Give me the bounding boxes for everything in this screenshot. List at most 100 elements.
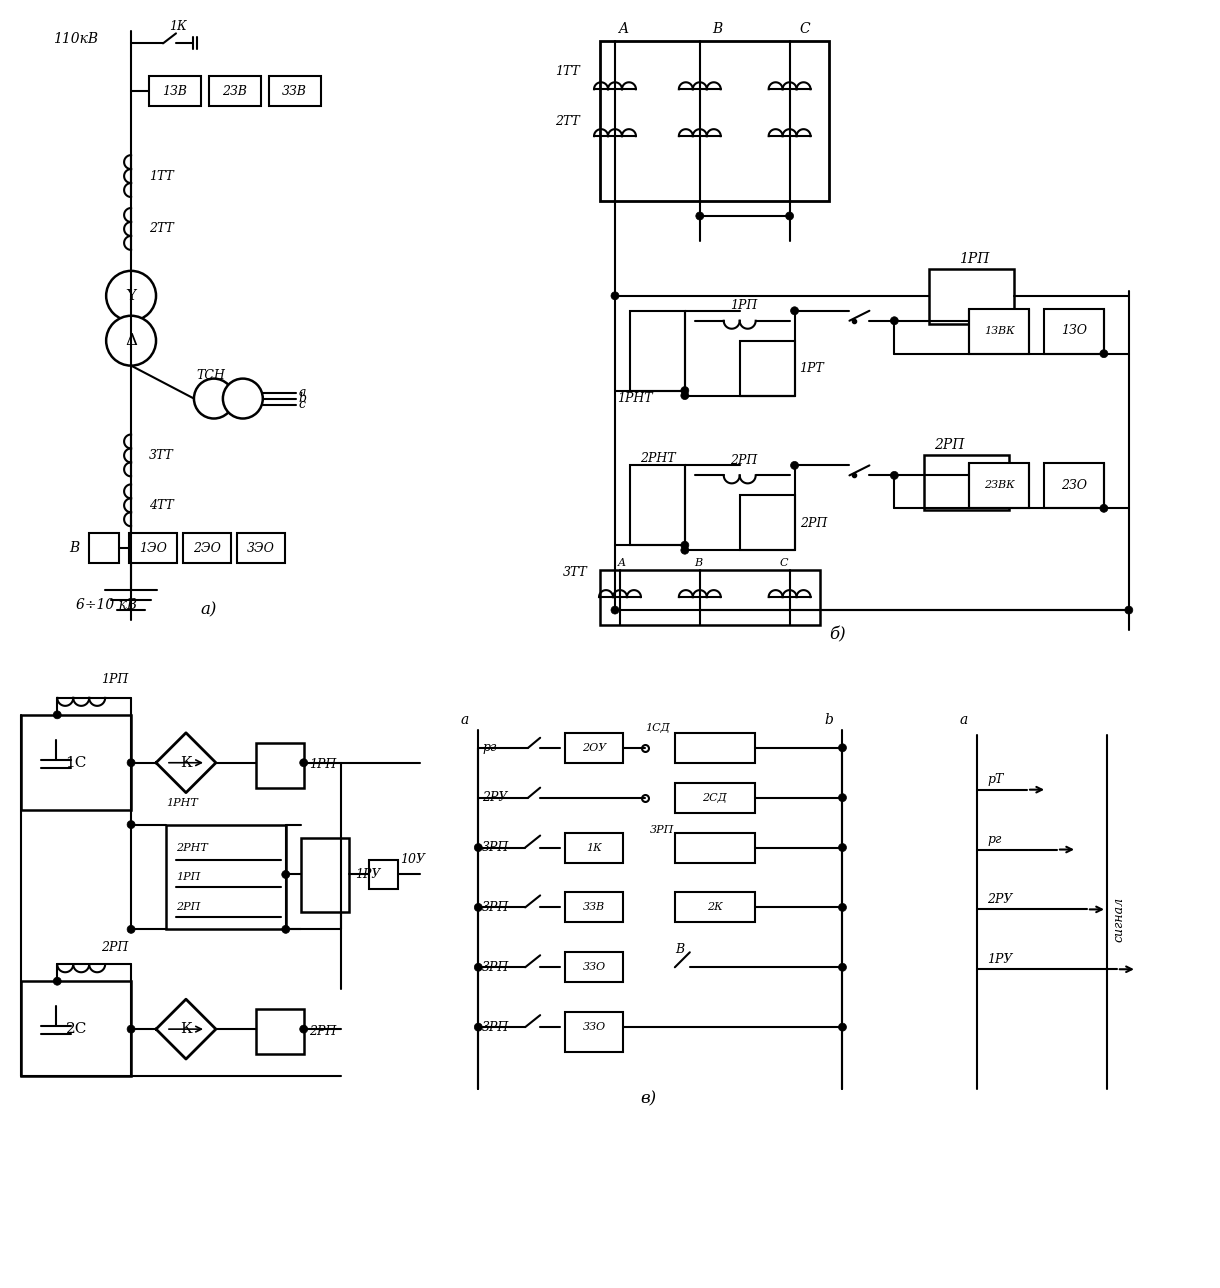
Bar: [256, 743, 304, 788]
Text: 2ЗО: 2ЗО: [1061, 479, 1087, 492]
Text: 2РП: 2РП: [799, 516, 827, 529]
Bar: [739, 496, 794, 550]
Text: a: a: [959, 712, 967, 726]
Text: 2РП: 2РП: [101, 940, 128, 954]
Bar: [675, 733, 755, 762]
Text: 1ТТ: 1ТТ: [555, 64, 580, 77]
Circle shape: [891, 317, 898, 325]
Text: a: a: [460, 712, 468, 726]
Circle shape: [127, 759, 135, 766]
Text: сигнал: сигнал: [1113, 896, 1125, 942]
Text: 2С: 2С: [66, 1023, 87, 1036]
Bar: [268, 76, 321, 106]
Circle shape: [891, 471, 898, 479]
Text: 2РУ: 2РУ: [482, 791, 508, 804]
Bar: [129, 533, 177, 563]
Circle shape: [475, 903, 482, 912]
Text: c: c: [299, 398, 306, 411]
Circle shape: [475, 963, 482, 971]
Text: 1РП: 1РП: [101, 674, 128, 687]
Text: 2ТТ: 2ТТ: [149, 223, 173, 236]
Bar: [630, 465, 684, 545]
Text: 3РП: 3РП: [482, 841, 510, 854]
Circle shape: [611, 607, 619, 614]
Text: 10У: 10У: [400, 853, 426, 866]
Text: Y: Y: [126, 289, 137, 303]
Circle shape: [681, 546, 689, 554]
Circle shape: [838, 793, 847, 801]
Bar: [600, 41, 830, 201]
Text: 1РП: 1РП: [730, 299, 756, 312]
Text: 110кВ: 110кВ: [54, 32, 99, 46]
Bar: [675, 893, 755, 922]
Bar: [368, 859, 399, 890]
Bar: [930, 269, 1014, 323]
Text: 2ТТ: 2ТТ: [555, 115, 580, 128]
Text: A: A: [619, 22, 628, 36]
Text: 2К: 2К: [706, 903, 722, 912]
Circle shape: [791, 307, 799, 314]
Circle shape: [300, 1025, 307, 1033]
Circle shape: [838, 844, 847, 851]
Circle shape: [1100, 349, 1108, 358]
Text: 2РП: 2РП: [309, 1025, 336, 1038]
Text: 3РП: 3РП: [482, 900, 510, 914]
Bar: [183, 533, 231, 563]
Text: 3ТТ: 3ТТ: [564, 565, 588, 578]
Text: C: C: [780, 558, 788, 568]
Bar: [739, 341, 794, 395]
Bar: [1044, 464, 1104, 509]
Text: 4ТТ: 4ТТ: [149, 498, 173, 511]
Text: 3РП: 3РП: [650, 824, 675, 835]
Text: 2ЗВ: 2ЗВ: [222, 85, 248, 98]
Circle shape: [786, 213, 793, 220]
Bar: [300, 837, 349, 912]
Bar: [675, 832, 755, 863]
Text: 1РТ: 1РТ: [799, 362, 825, 375]
Text: 2РП: 2РП: [935, 438, 965, 452]
Text: 2ЭО: 2ЭО: [193, 542, 221, 555]
Circle shape: [681, 386, 689, 394]
Text: В: В: [70, 541, 79, 555]
Text: рТ: рТ: [987, 773, 1004, 786]
Bar: [600, 571, 820, 625]
Circle shape: [838, 963, 847, 971]
Circle shape: [127, 925, 135, 934]
Bar: [969, 309, 1028, 354]
Text: a: a: [299, 386, 306, 399]
Text: 3РП: 3РП: [482, 961, 510, 974]
Circle shape: [300, 759, 307, 766]
Text: A: A: [619, 558, 626, 568]
Circle shape: [681, 541, 689, 549]
Text: 3ЗВ: 3ЗВ: [583, 903, 605, 912]
Circle shape: [838, 1023, 847, 1032]
Text: 1РНТ: 1РНТ: [166, 797, 198, 808]
Text: К: К: [181, 1023, 192, 1036]
Text: B: B: [694, 558, 702, 568]
Bar: [209, 76, 261, 106]
Bar: [630, 310, 684, 390]
Text: 3ТТ: 3ТТ: [149, 450, 173, 462]
Text: 1РП: 1РП: [309, 759, 336, 772]
Text: ТСН: ТСН: [196, 370, 224, 383]
Text: 1РУ: 1РУ: [355, 868, 381, 881]
Circle shape: [791, 461, 799, 469]
Bar: [565, 893, 623, 922]
Circle shape: [681, 392, 689, 399]
Bar: [565, 952, 623, 983]
Text: 2РУ: 2РУ: [987, 893, 1013, 905]
Text: 1ЗО: 1ЗО: [1061, 325, 1087, 337]
Text: 1ЗВК: 1ЗВК: [983, 326, 1015, 336]
Bar: [149, 76, 201, 106]
Circle shape: [54, 711, 61, 719]
Text: Δ: Δ: [126, 332, 137, 349]
Bar: [89, 533, 120, 563]
Circle shape: [106, 270, 156, 321]
Text: рг: рг: [482, 742, 497, 755]
Text: рг: рг: [987, 833, 1002, 846]
Text: C: C: [799, 22, 810, 36]
Bar: [21, 981, 131, 1075]
Circle shape: [475, 844, 482, 851]
Text: а): а): [201, 601, 217, 618]
Text: 3ЗО: 3ЗО: [582, 962, 605, 972]
